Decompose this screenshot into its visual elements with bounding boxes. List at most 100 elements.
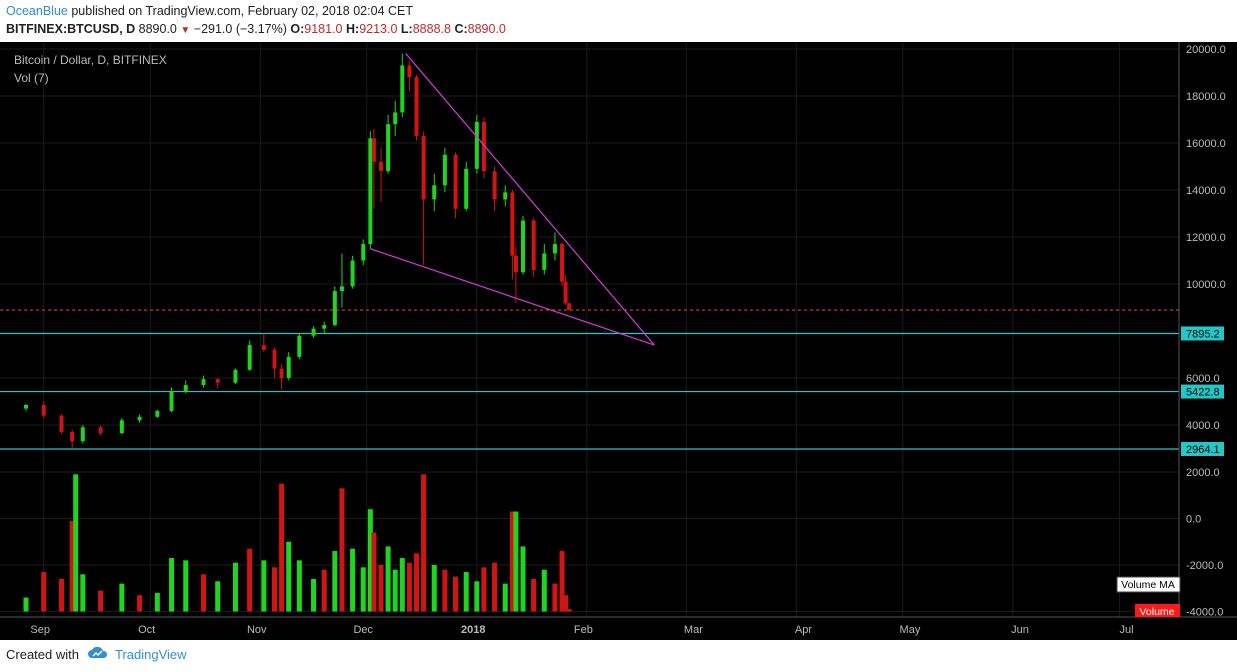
volume-bar (247, 548, 253, 612)
candle-body (80, 427, 85, 442)
candle (41, 401, 46, 418)
volume-bar (385, 546, 391, 612)
candle-body (542, 253, 547, 270)
candle (169, 387, 174, 413)
candle-body (59, 415, 64, 432)
candle (371, 128, 376, 209)
level-tag-label: 7895.2 (1186, 328, 1220, 340)
price-chart[interactable]: 20000.0 18000.0 16000.0 14000.0 12000.0 10000… (0, 42, 1237, 640)
time-tick-label: Feb (574, 624, 593, 636)
candle-body (286, 356, 291, 378)
volume-bars (23, 474, 572, 612)
volume-bar (566, 609, 572, 612)
price-tick-label: 4000.0 (1186, 420, 1220, 432)
candle (215, 378, 220, 389)
time-tick-label: Oct (138, 624, 155, 636)
candle-body (261, 345, 266, 350)
publish-info: OceanBlue published on TradingView.com, … (6, 4, 413, 18)
candle (261, 333, 266, 353)
candle-body (531, 220, 536, 270)
candle-body (371, 138, 376, 162)
candle-body (361, 244, 366, 261)
level-tag-label: 2964.1 (1186, 444, 1220, 456)
candle-body (521, 220, 525, 273)
candle-body (339, 286, 344, 292)
volume-bar (154, 592, 160, 612)
close-value: 8890.0 (467, 22, 506, 36)
candle (332, 286, 337, 327)
volume-bar (296, 560, 302, 612)
volume-bar (378, 565, 384, 612)
price-tick-label: 6000.0 (1186, 373, 1220, 385)
tradingview-link[interactable]: TradingView (114, 647, 187, 662)
candle (531, 218, 536, 277)
candle-body (233, 369, 238, 383)
candle (247, 340, 252, 371)
candle-body (442, 154, 447, 186)
volume-bar (286, 541, 292, 612)
candle (407, 60, 412, 92)
symbol-label: BITFINEX:BTCUSD, D (6, 22, 136, 36)
time-tick-label: Apr (795, 624, 812, 636)
close-label: C: (454, 22, 468, 36)
candle-body (503, 192, 508, 200)
time-tick-label: Jun (1011, 624, 1029, 636)
candle (137, 414, 142, 423)
volume-bar (367, 509, 373, 612)
candle (393, 100, 398, 136)
time-axis: Sep Oct Nov Dec 2018 Feb Mar Apr May Jun Jul (30, 624, 1133, 636)
volume-bar (339, 488, 345, 612)
candle-body (368, 138, 373, 245)
candle (311, 326, 316, 339)
candle-body (560, 244, 565, 282)
volume-bar (119, 583, 125, 612)
candle-body (215, 379, 220, 383)
candle (513, 246, 518, 303)
candle (386, 114, 391, 174)
volume-bar (371, 532, 377, 612)
candle-body (510, 192, 515, 256)
volume-bar (463, 571, 469, 612)
volume-bar (442, 569, 448, 612)
candle (481, 117, 486, 179)
volume-tick-label: 0.0 (1186, 514, 1201, 526)
candle (552, 232, 557, 261)
candle (400, 53, 405, 118)
volume-bar (261, 560, 267, 612)
candle (474, 114, 479, 174)
trendline (405, 53, 655, 346)
candle-body (386, 124, 391, 172)
open-label: O: (290, 22, 305, 36)
candle (442, 147, 447, 193)
volume-bar (80, 574, 86, 612)
volume-bar (23, 597, 29, 612)
candle (339, 253, 344, 308)
candle (464, 161, 469, 212)
down-arrow-icon: ▼ (180, 25, 191, 36)
volume-bar (215, 581, 221, 612)
volume-bar (360, 567, 366, 612)
volume-bar (311, 578, 317, 612)
indicator-label: Vol (7) (14, 71, 49, 85)
price-tick-label: 16000.0 (1186, 138, 1226, 150)
author-link[interactable]: OceanBlue (6, 4, 68, 18)
volume-bar (279, 483, 285, 612)
candle (233, 368, 238, 384)
candle-body (432, 185, 437, 200)
current-price: 8890.0 (138, 22, 177, 36)
volume-bar (541, 569, 547, 612)
candle (432, 173, 437, 212)
level-tag-bg (1181, 326, 1224, 341)
candle (24, 403, 28, 411)
candle-body (332, 291, 337, 326)
footer: Created with TradingView (6, 646, 187, 663)
candle-body (474, 121, 479, 169)
candle (542, 244, 547, 275)
level-tag-label: 5422.8 (1186, 387, 1220, 399)
candle (350, 255, 355, 289)
price-tick-label: 10000.0 (1186, 279, 1226, 291)
candle (414, 74, 419, 141)
candle (98, 425, 103, 436)
ohlc-header: BITFINEX:BTCUSD, D 8890.0 ▼ −291.0 (−3.1… (6, 22, 506, 36)
candle-body (567, 303, 572, 311)
